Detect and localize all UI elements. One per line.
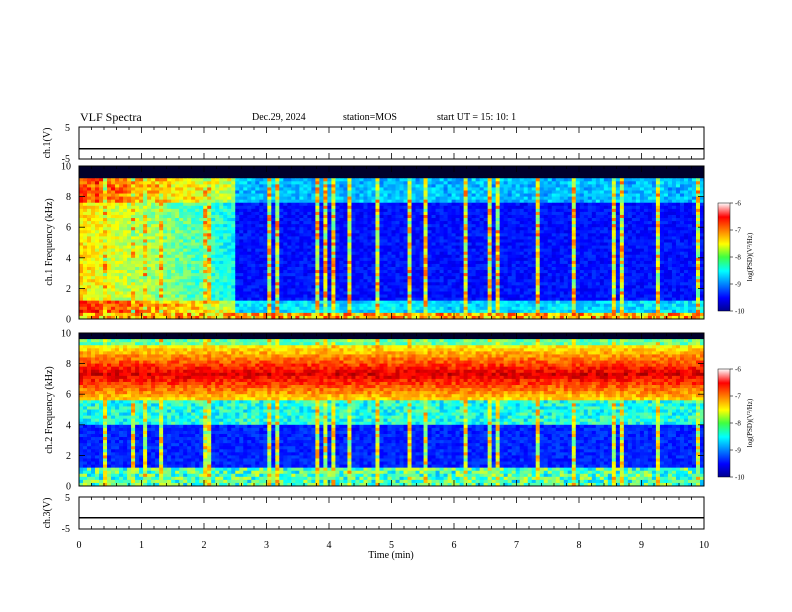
- ch1-ylabel: ch.1(V): [42, 128, 53, 159]
- chart-title: VLF Spectra: [80, 110, 142, 124]
- ch1-ytick: 0: [66, 315, 71, 326]
- ch3-ytick-top: 5: [65, 493, 70, 504]
- x-tick-label: 10: [699, 540, 709, 551]
- ch2-colorbar-label: log(PSD)(V²/Hz): [746, 398, 754, 447]
- ch1-ytick-bottom: -5: [62, 154, 70, 165]
- ch1-colorbar-label: log(PSD)(V²/Hz): [746, 232, 754, 281]
- ch1-ytick: 6: [66, 223, 71, 234]
- ch2-spectrogram-panel: 0 2 4 6 8 10 ch.2 Frequency (kHz) -6 -7 -8 -9 -10…: [44, 329, 754, 493]
- x-tick-label: 9: [639, 540, 644, 551]
- x-tick-label: 4: [327, 540, 332, 551]
- ch1-ytick-top: 5: [65, 123, 70, 134]
- ch3-ylabel: ch.3(V): [42, 498, 53, 529]
- ch1-ytick: 4: [66, 253, 71, 264]
- ch1-colorbar: -6 -7 -8 -9 -10 log(PSD)(V²/Hz): [717, 200, 754, 316]
- start-time-label: start UT = 15: 10: 1: [437, 112, 517, 123]
- ch2-ytick: 0: [66, 482, 71, 493]
- ch2-colorbar: -6 -7 -8 -9 -10 log(PSD)(V²/Hz): [717, 366, 754, 482]
- colorbar-tick: -8: [735, 420, 741, 428]
- ch2-ytick: 10: [61, 329, 71, 340]
- x-axis-label: Time (min): [368, 550, 413, 561]
- colorbar-tick: -10: [735, 308, 745, 316]
- colorbar-tick: -8: [735, 254, 741, 262]
- ch2-ylabel: ch.2 Frequency (kHz): [44, 366, 55, 453]
- colorbar-tick: -7: [735, 227, 741, 235]
- colorbar-tick: -9: [735, 281, 741, 289]
- x-tick-label: 1: [139, 540, 144, 551]
- x-tick-label: 7: [514, 540, 519, 551]
- x-tick-label: 5: [389, 540, 394, 551]
- ch2-ytick: 4: [66, 420, 71, 431]
- x-tick-label: 2: [202, 540, 207, 551]
- colorbar-tick: -6: [735, 366, 741, 374]
- x-tick-label: 0: [77, 540, 82, 551]
- ch1-ytick: 8: [66, 192, 71, 203]
- colorbar-tick: -6: [735, 200, 741, 208]
- ch3-ytick-bottom: -5: [62, 524, 70, 535]
- ch1-ytick: 10: [61, 162, 71, 173]
- ch1-spectrogram-image: [79, 178, 705, 320]
- ch1-ytick: 2: [66, 284, 71, 295]
- colorbar-tick: -9: [735, 447, 741, 455]
- ch2-ytick: 6: [66, 390, 71, 401]
- ch1-ylabel: ch.1 Frequency (kHz): [44, 198, 55, 285]
- colorbar-tick: -7: [735, 393, 741, 401]
- x-tick-label: 6: [452, 540, 457, 551]
- x-tick-label: 3: [264, 540, 269, 551]
- ch1-spectrogram-panel: 0 2 4 6 8 10 ch.1 Frequency (kHz) -6 -7 -8 -9 -10…: [44, 162, 754, 326]
- ch2-spectrogram-image: [79, 339, 705, 487]
- station-label: station=MOS: [343, 112, 397, 123]
- ch2-ytick: 2: [66, 451, 71, 462]
- x-axis: 0 1 2 3 4 5 6 7 8 9 10: [77, 127, 709, 551]
- date-label: Dec.29, 2024: [252, 112, 306, 123]
- colorbar-tick: -10: [735, 474, 745, 482]
- x-tick-label: 8: [577, 540, 582, 551]
- ch2-ytick: 8: [66, 359, 71, 370]
